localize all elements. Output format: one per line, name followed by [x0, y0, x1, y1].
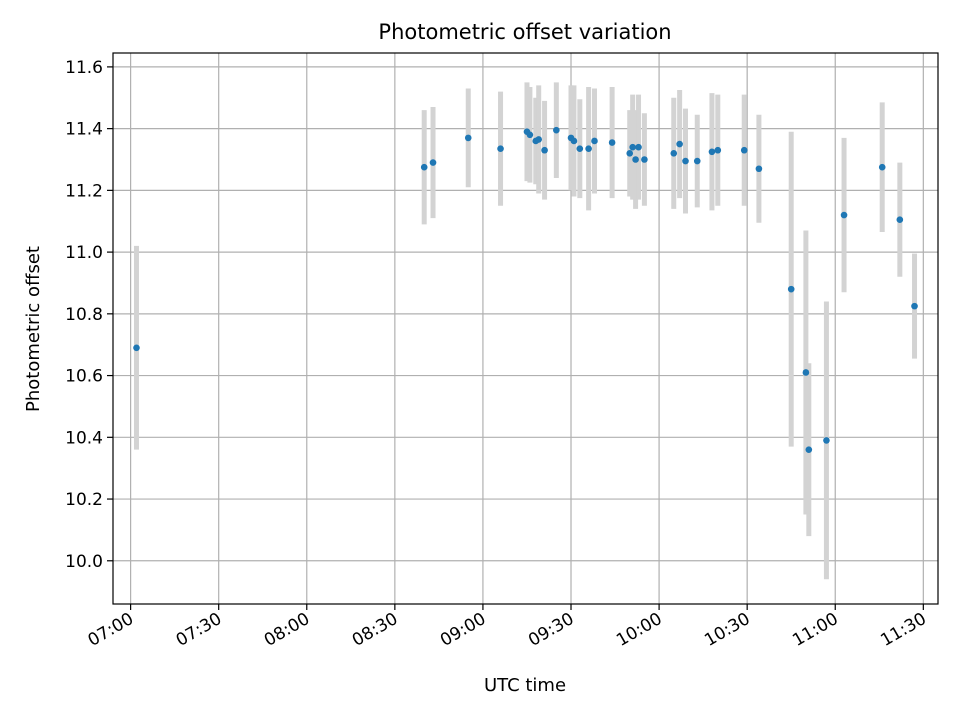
- y-tick-label: 10.4: [65, 428, 103, 448]
- plot-frame: [112, 52, 939, 605]
- y-tick-label: 11.0: [65, 243, 103, 263]
- data-point: [878, 163, 886, 171]
- data-point: [682, 157, 689, 165]
- data-point: [740, 146, 748, 154]
- data-point: [553, 126, 560, 134]
- data-point: [840, 211, 848, 219]
- data-points: [133, 126, 918, 453]
- data-point: [420, 163, 428, 171]
- data-point: [911, 302, 918, 310]
- y-axis-label: Photometric offset: [23, 246, 44, 412]
- data-point: [670, 150, 678, 157]
- data-point: [714, 146, 722, 154]
- data-point: [591, 137, 598, 145]
- data-point: [632, 156, 639, 163]
- x-axis-label: UTC time: [484, 675, 566, 696]
- data-point: [823, 437, 830, 444]
- data-point: [429, 159, 437, 166]
- y-tick-label: 11.6: [65, 58, 103, 78]
- y-axis-ticks: 10.0 10.2 10.4 10.6 10.8 11.0 11.2 11.4 11.6: [65, 58, 113, 572]
- data-point: [535, 136, 543, 143]
- data-point: [541, 146, 548, 154]
- data-point: [526, 131, 534, 139]
- grid: [113, 53, 938, 604]
- data-point: [626, 150, 634, 157]
- chart-title: Photometric offset variation: [378, 20, 671, 44]
- data-point: [676, 140, 683, 148]
- data-point: [608, 139, 616, 146]
- data-point: [805, 446, 813, 453]
- y-tick-label: 10.0: [65, 552, 103, 572]
- data-point: [464, 134, 472, 142]
- data-point: [629, 143, 636, 151]
- data-point: [641, 156, 648, 163]
- data-point: [802, 369, 810, 376]
- data-point: [585, 145, 592, 152]
- data-point: [133, 344, 140, 352]
- data-point: [693, 157, 701, 165]
- y-tick-label: 10.2: [65, 490, 103, 510]
- y-tick-label: 10.8: [65, 305, 103, 325]
- data-point: [497, 145, 504, 152]
- data-point: [708, 148, 716, 156]
- data-point: [576, 145, 584, 152]
- data-point: [896, 216, 904, 223]
- data-point: [570, 137, 578, 145]
- data-point: [787, 285, 795, 293]
- data-point: [755, 165, 763, 173]
- y-tick-label: 11.4: [65, 120, 103, 140]
- data-point: [635, 143, 642, 151]
- y-tick-label: 11.2: [65, 181, 103, 201]
- y-tick-label: 10.6: [65, 367, 103, 387]
